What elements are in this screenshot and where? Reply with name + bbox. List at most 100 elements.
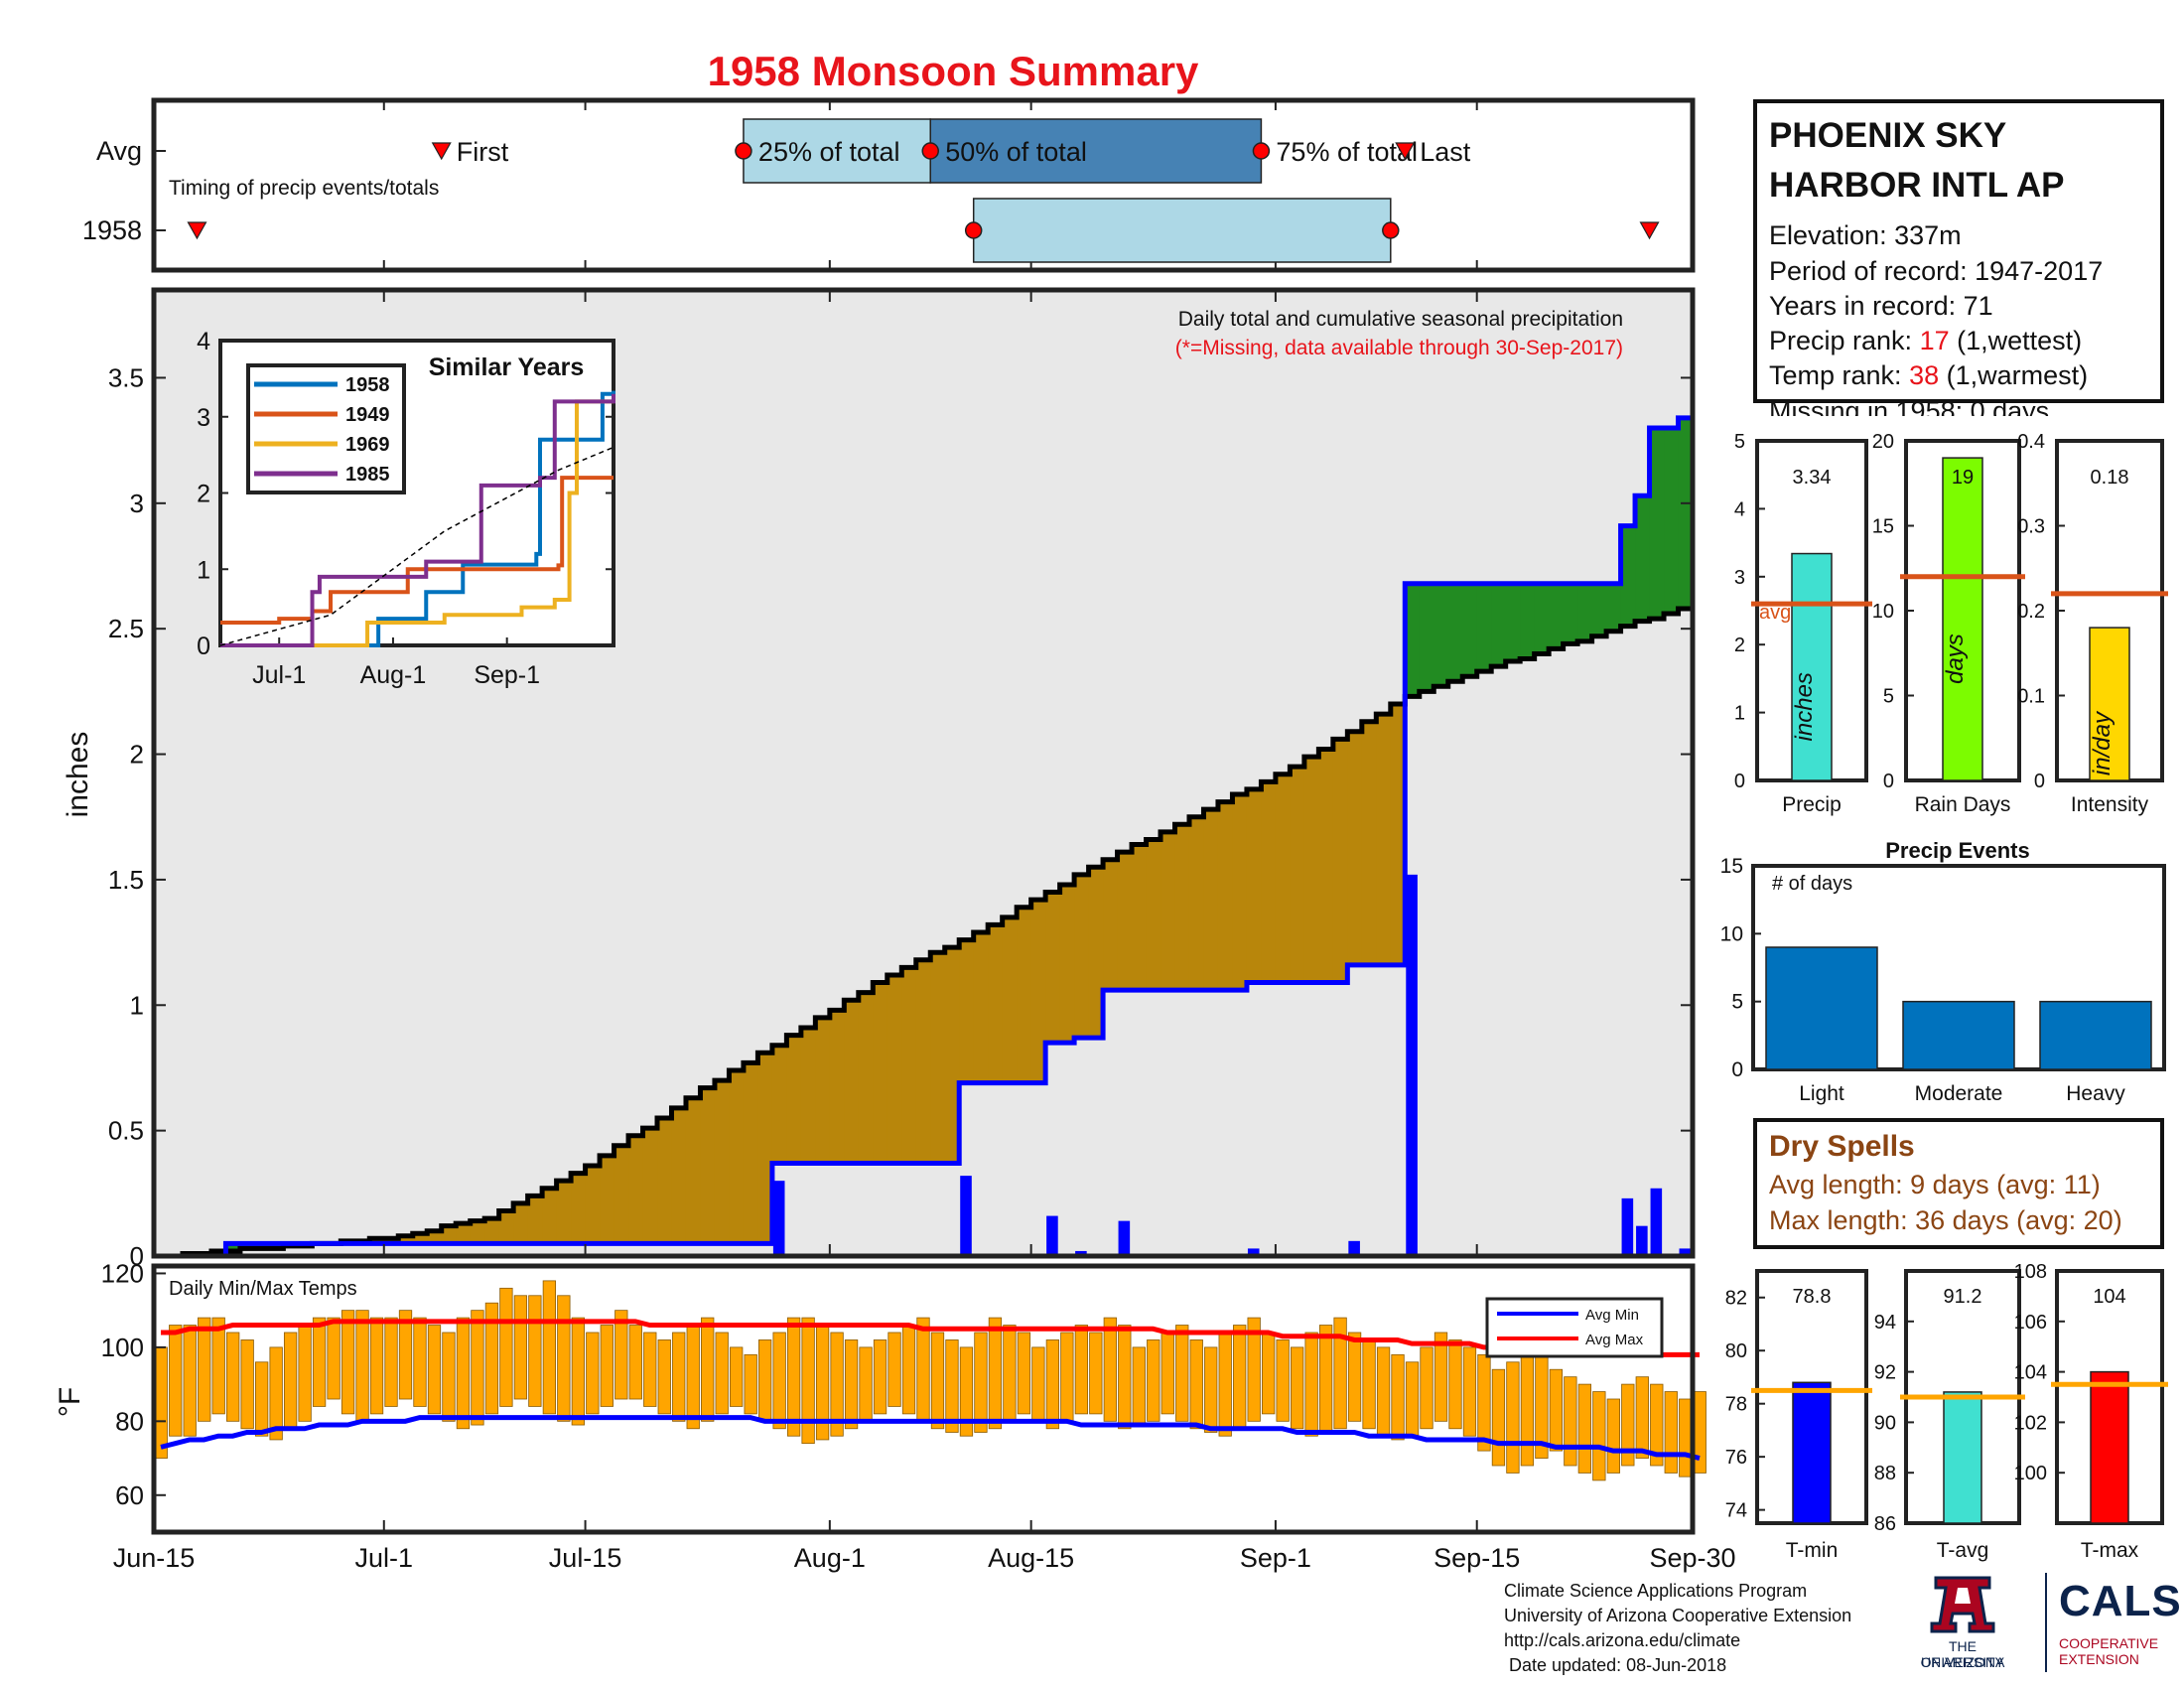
- deficit-area: [628, 1135, 644, 1244]
- main-ytick-label: 0.5: [108, 1116, 144, 1146]
- temp-range-bar: [169, 1325, 183, 1437]
- temp-range-bar: [557, 1295, 571, 1422]
- university-of-arizona-logo-icon: [1930, 1576, 1995, 1633]
- daily-precip-bar: [1650, 1188, 1663, 1256]
- deficit-area: [1347, 731, 1363, 965]
- temp-range-bar: [1118, 1325, 1132, 1430]
- mini-bar-ytick-label: 20: [1872, 431, 1894, 453]
- temp-range-bar: [1362, 1339, 1376, 1430]
- temp-mini-ytick-label: 100: [2014, 1463, 2047, 1484]
- surplus-area: [1678, 417, 1694, 609]
- main-annotation-2: (*=Missing, data available through 30-Se…: [1175, 337, 1623, 359]
- mini-bar-Precip: [1791, 552, 1833, 781]
- temps-ytick-label: 100: [101, 1333, 144, 1362]
- mini-bar-ytick-label: 0.2: [2017, 601, 2045, 623]
- precip-events-ytick-label: 15: [1720, 855, 1743, 878]
- mini-bar-ytick-label: 0: [2034, 771, 2045, 792]
- shared-xtick-label: Sep-1: [1240, 1543, 1311, 1573]
- inset-ytick-label: 3: [197, 404, 210, 432]
- temps-ytick-label: 60: [115, 1480, 144, 1510]
- temp-range-bar: [930, 1332, 945, 1430]
- temp-range-bar: [513, 1295, 528, 1400]
- temp-range-bar: [1304, 1332, 1318, 1437]
- temp-mini-ytick-label: 86: [1874, 1513, 1896, 1535]
- deficit-area: [1332, 739, 1348, 983]
- surplus-area: [1405, 583, 1421, 697]
- mini-bar-ytick-label: 5: [1734, 431, 1745, 453]
- deficit-area: [800, 1028, 816, 1164]
- temp-range-bar: [341, 1310, 355, 1415]
- station-missing: Missing in 1958: 0 days: [1769, 396, 2050, 416]
- daily-precip-bar: [1075, 1250, 1087, 1256]
- temp-range-bar: [442, 1332, 456, 1422]
- main-ytick-label: 2: [130, 740, 144, 770]
- temp-range-bar: [1650, 1383, 1664, 1467]
- footer-url[interactable]: http://cals.arizona.edu/climate: [1504, 1630, 1741, 1650]
- temp-range-bar: [384, 1317, 398, 1407]
- footer-university: University of Arizona Cooperative Extens…: [1504, 1606, 1852, 1625]
- surplus-area: [239, 1243, 255, 1249]
- deficit-area: [1188, 816, 1204, 991]
- deficit-area: [1246, 788, 1262, 983]
- station-name-line1: PHOENIX SKY: [1769, 116, 2007, 155]
- inset-legend-label-1958: 1958: [345, 374, 390, 396]
- daily-precip-bar: [1118, 1220, 1131, 1256]
- temp-range-bar: [772, 1332, 786, 1430]
- deficit-area: [988, 924, 1004, 1083]
- surplus-area: [1447, 583, 1463, 682]
- temp-range-bar: [1448, 1339, 1462, 1430]
- daily-precip-bar: [772, 1181, 785, 1256]
- station-precip-rank: Precip rank: 17 (1,wettest): [1769, 326, 2082, 356]
- station-years: Years in record: 71: [1769, 291, 1993, 321]
- temp-range-bar: [398, 1310, 413, 1400]
- daily-precip-bar: [1621, 1197, 1634, 1256]
- footer-date: Date updated: 08-Jun-2018: [1504, 1655, 1727, 1675]
- year-iqr-box: [972, 198, 1392, 263]
- temp-range-bar: [1577, 1383, 1591, 1474]
- surplus-area: [1635, 495, 1651, 622]
- temp-range-bar: [1160, 1332, 1174, 1415]
- temp-range-bar: [586, 1332, 600, 1415]
- surplus-area: [1419, 583, 1434, 692]
- deficit-area: [484, 1218, 500, 1244]
- temp-range-bar: [1074, 1325, 1088, 1415]
- surplus-area: [254, 1243, 270, 1249]
- station-name: PHOENIX SKY HARBOR INTL AP: [1769, 111, 2146, 211]
- temp-range-bar: [1693, 1391, 1706, 1474]
- avg-p75-label: 75% of total: [1276, 137, 1418, 167]
- main-annotation-1: Daily total and cumulative seasonal prec…: [1178, 308, 1623, 331]
- deficit-area: [513, 1202, 529, 1244]
- temps-ylabel: °F: [54, 1387, 86, 1417]
- year-first-marker: [187, 221, 207, 240]
- deficit-area: [556, 1181, 572, 1244]
- temp-range-bar: [730, 1346, 744, 1407]
- timing-row-avg-label: Avg: [96, 136, 142, 166]
- temp-range-bar: [1564, 1376, 1577, 1467]
- precip-rank-value: 17: [1919, 326, 1950, 355]
- deficit-area: [901, 967, 917, 1164]
- year-percentile-marker: [964, 221, 983, 239]
- deficit-area: [1261, 781, 1277, 983]
- inset-series-1985: [220, 393, 615, 647]
- deficit-area: [1303, 757, 1319, 983]
- temp-range-bar: [471, 1310, 484, 1426]
- temp-mini-value-T-min: 78.8: [1793, 1286, 1832, 1308]
- temp-mini-label-T-max: T-max: [2081, 1539, 2139, 1562]
- deficit-area: [614, 1145, 629, 1244]
- surplus-area: [1520, 583, 1536, 659]
- temp-range-bar: [1103, 1317, 1117, 1422]
- temp-range-bar: [1462, 1346, 1477, 1437]
- mini-bar-unit-Precip: inches: [1791, 672, 1818, 741]
- year-percentile-marker: [1382, 221, 1400, 239]
- deficit-area: [1103, 859, 1119, 991]
- temp-range-bar: [844, 1339, 859, 1430]
- deficit-area: [757, 1053, 773, 1244]
- daily-precip-bar: [1348, 1240, 1360, 1256]
- temp-range-bar: [1318, 1325, 1333, 1433]
- temp-range-bar: [686, 1325, 700, 1430]
- mini-bar-ytick-label: 10: [1872, 601, 1894, 623]
- inset-ytick-label: 0: [197, 633, 210, 660]
- inset-xtick-label: Aug-1: [360, 661, 427, 689]
- temp-range-bar: [1233, 1325, 1247, 1430]
- deficit-area: [786, 1035, 802, 1164]
